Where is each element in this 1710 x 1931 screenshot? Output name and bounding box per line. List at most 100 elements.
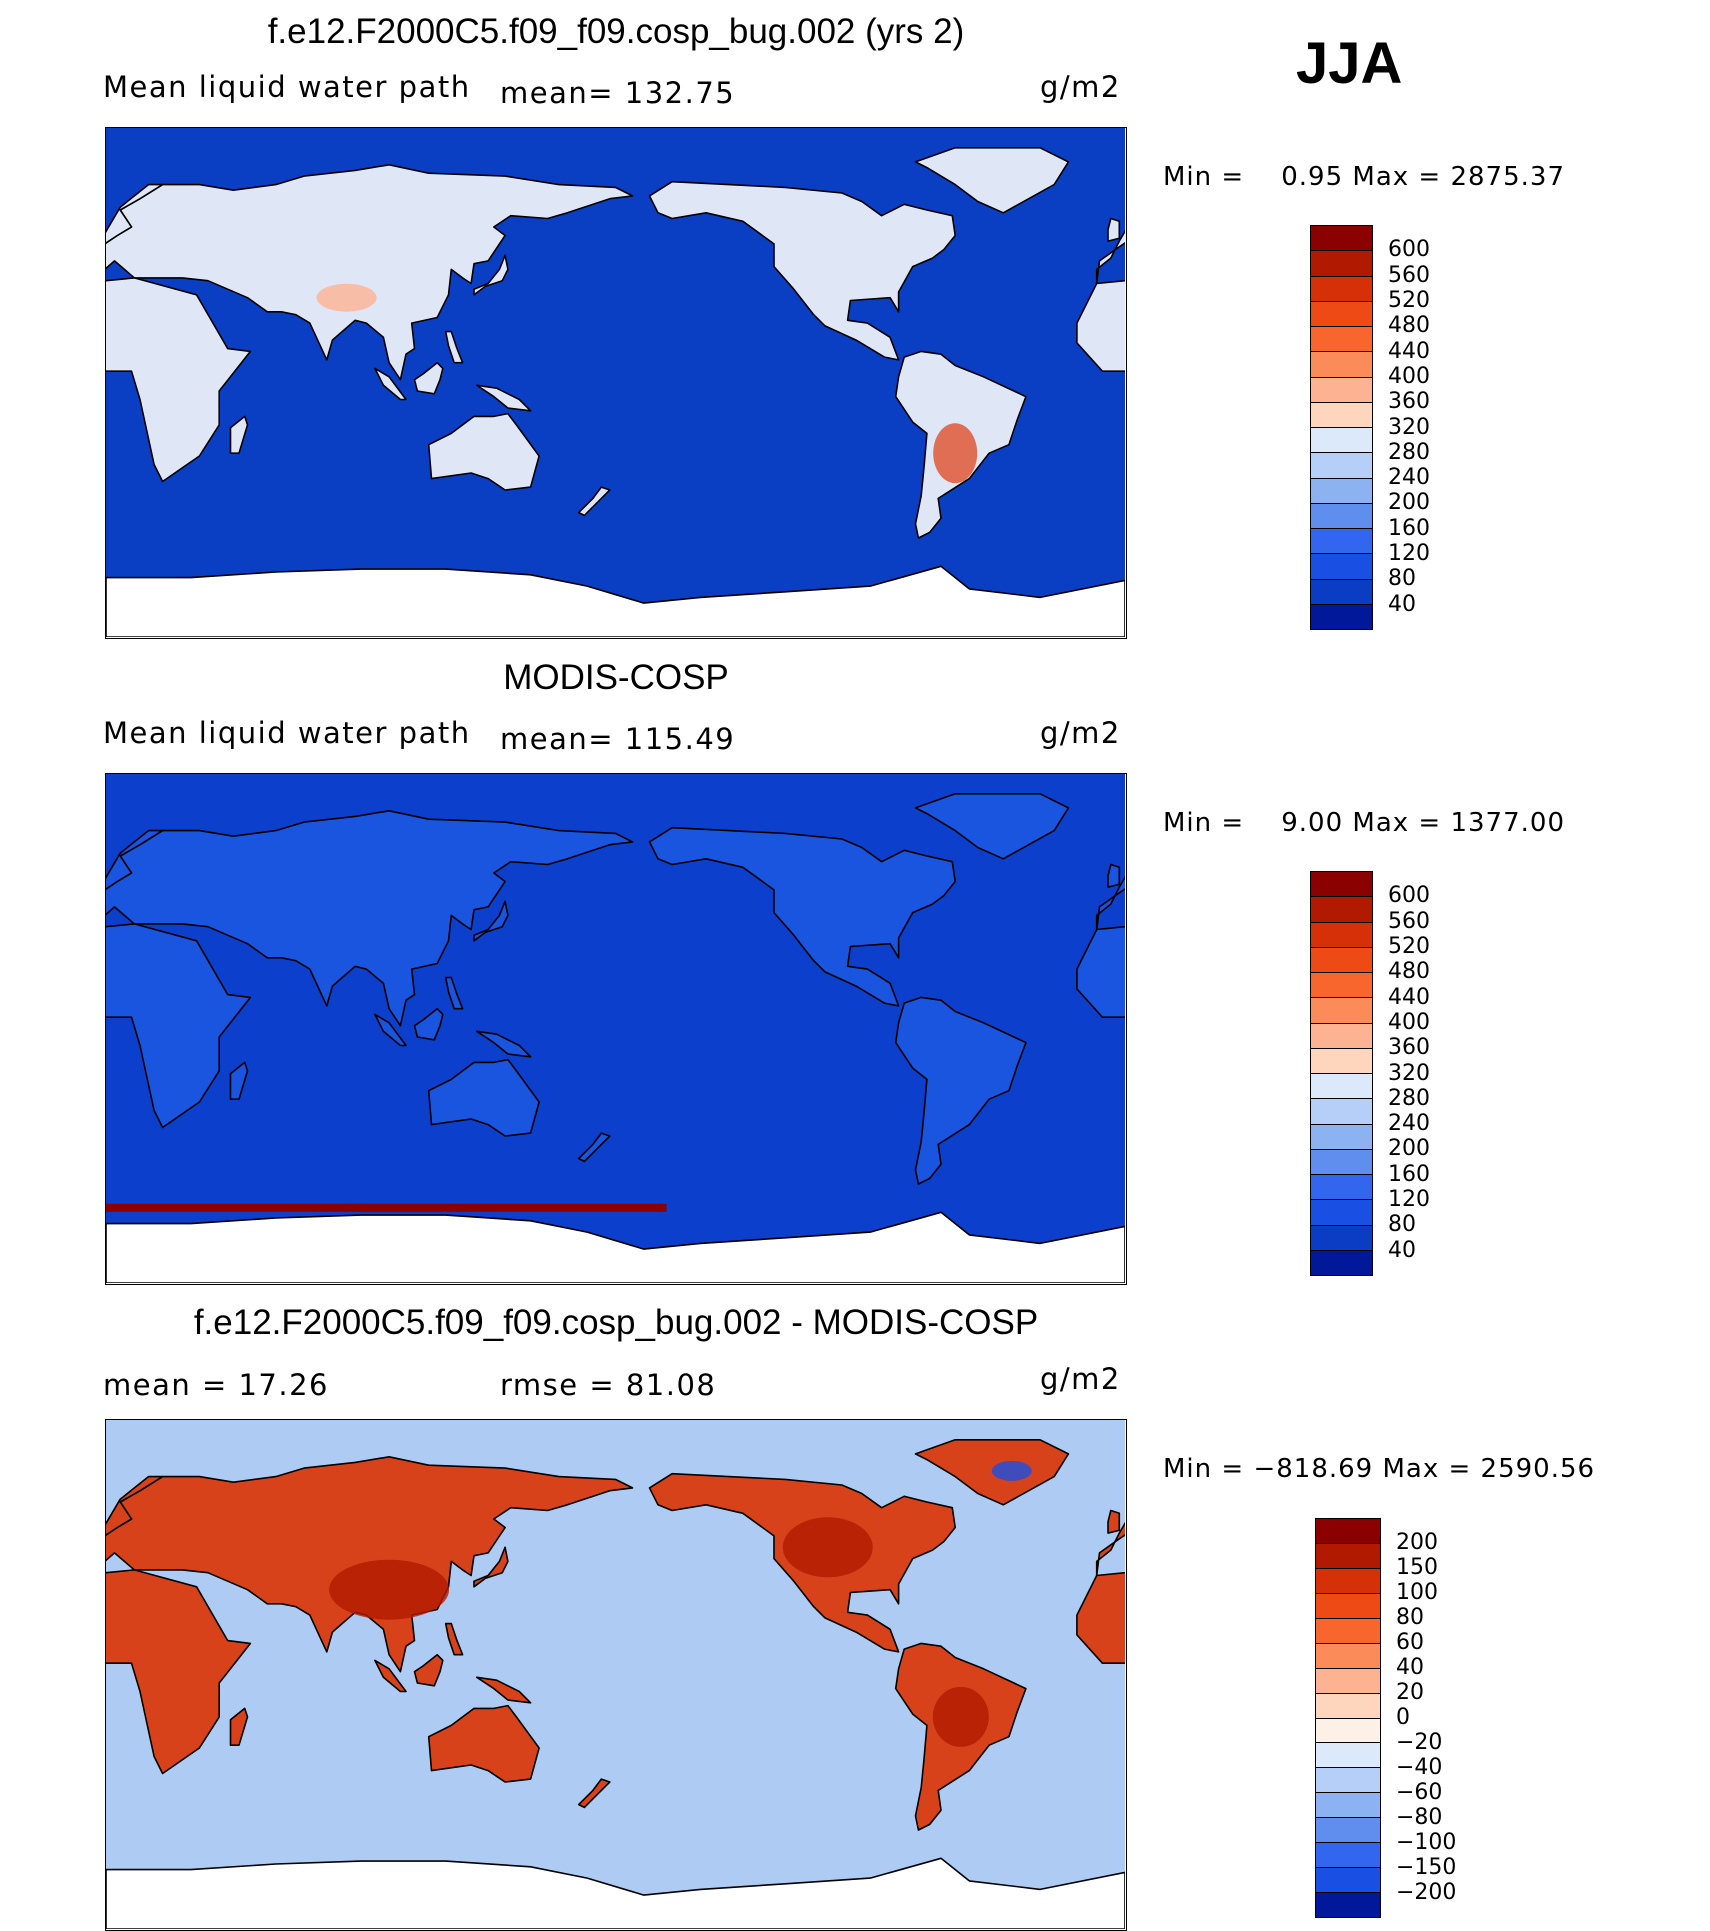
coastline-sumatra (374, 1013, 407, 1047)
coastline-antarctica (106, 1857, 1125, 1929)
colorbar-swatch (1316, 1593, 1380, 1619)
high-lwp-region (316, 283, 377, 312)
coastline-africa (106, 1569, 252, 1775)
colorbar-swatch (1311, 251, 1372, 277)
colorbar-swatch (1316, 1693, 1380, 1719)
colorbar-swatch (1311, 554, 1372, 580)
colorbar-swatch (1311, 1149, 1372, 1175)
coastline-new-guinea (475, 384, 532, 412)
colorbar-tick-label: 60 (1396, 1630, 1424, 1655)
coastline-uk (1107, 1509, 1121, 1534)
panel3-mean-label: mean = 17.26 (103, 1368, 329, 1402)
colorbar-tick-label: 80 (1388, 566, 1416, 592)
coastline-new-zealand (577, 1132, 611, 1163)
colorbar-swatch (1311, 226, 1372, 252)
colorbar-tick-label: −60 (1396, 1780, 1443, 1805)
colorbar-tick-label: 600 (1388, 883, 1430, 909)
coastline-madagascar (229, 1707, 249, 1747)
coastline-australia (427, 412, 540, 491)
colorbar-swatch (1311, 1175, 1372, 1201)
colorbar-swatch (1311, 973, 1372, 999)
colorbar-tick-label: 40 (1388, 591, 1416, 617)
colorbar-swatch (1311, 428, 1372, 454)
panel3-minmax: Min = −818.69 Max = 2590.56 (1163, 1454, 1596, 1484)
coastline-new-guinea (475, 1030, 532, 1058)
colorbar-tick-label: −40 (1396, 1755, 1443, 1780)
coastline-africa (106, 923, 252, 1129)
colorbar-swatch (1311, 897, 1372, 923)
colorbar-swatch (1311, 503, 1372, 529)
colorbar-tick-label: 160 (1388, 1161, 1430, 1187)
colorbar-swatch (1316, 1643, 1380, 1669)
colorbar-swatch (1311, 604, 1372, 629)
coastline-europe-west (106, 1475, 164, 1536)
coastline-africa (106, 277, 252, 483)
colorbar-tick-label: 150 (1396, 1555, 1438, 1580)
colorbar-tick-label: 20 (1396, 1680, 1424, 1705)
panel3-colorbar-labels: 200 150 100 80 60 40 20 0 −20 −40 −60 −80 −100 −150 −2… (1396, 1518, 1476, 1918)
colorbar-tick-label: 320 (1388, 414, 1430, 440)
colorbar-swatch (1316, 1893, 1380, 1917)
colorbar-tick-label: −150 (1396, 1855, 1457, 1880)
colorbar-swatch (1311, 579, 1372, 605)
coastline-philippines (444, 1622, 464, 1656)
antarctic-coast-band (106, 1203, 667, 1212)
colorbar-swatch (1316, 1818, 1380, 1844)
panel1-map (105, 127, 1127, 639)
panel1-title: f.e12.F2000C5.f09_f09.cosp_bug.002 (yrs … (267, 12, 965, 51)
colorbar-tick-label: 560 (1388, 908, 1430, 934)
colorbar-tick-label: 280 (1388, 439, 1430, 465)
colorbar-tick-label: 360 (1388, 389, 1430, 415)
coastline-africa (1076, 1571, 1125, 1664)
colorbar-tick-label: 200 (1388, 1136, 1430, 1162)
coastline-new-zealand (577, 1778, 611, 1809)
colorbar-tick-label: 100 (1396, 1580, 1438, 1605)
panel1-minmax: Min = 0.95 Max = 2875.37 (1163, 162, 1565, 192)
coastline-madagascar (229, 1061, 249, 1101)
colorbar-swatch (1316, 1843, 1380, 1869)
colorbar-tick-label: 200 (1388, 490, 1430, 516)
colorbar-swatch (1311, 453, 1372, 479)
colorbar-swatch (1311, 872, 1372, 898)
colorbar-swatch (1311, 352, 1372, 378)
coastline-japan (473, 1546, 509, 1588)
coastline-borneo (413, 361, 444, 395)
coastline-japan (473, 254, 509, 296)
colorbar-swatch (1316, 1618, 1380, 1644)
coastline-europe-west (106, 829, 164, 890)
colorbar-swatch (1316, 1793, 1380, 1819)
coastline-greenland (914, 146, 1070, 214)
panel3-units-label: g/m2 (1040, 1362, 1121, 1396)
colorbar-swatch (1311, 1124, 1372, 1150)
panel3-colorbar (1315, 1518, 1381, 1918)
colorbar-swatch (1311, 377, 1372, 403)
coastline-philippines (444, 330, 464, 364)
colorbar-swatch (1316, 1868, 1380, 1894)
coastline-europe-west (1095, 229, 1125, 285)
coastline-borneo (413, 1653, 444, 1687)
panel1-colorbar-labels: 600 560 520 480 440 400 360 320 280 240 200 160 120 8… (1388, 225, 1458, 630)
colorbar-swatch (1311, 1048, 1372, 1074)
panel2-colorbar-labels: 600 560 520 480 440 400 360 320 280 240 200 160 120 8… (1388, 871, 1458, 1276)
colorbar-swatch (1311, 301, 1372, 327)
colorbar-swatch (1311, 1200, 1372, 1226)
colorbar-swatch (1311, 276, 1372, 302)
colorbar-swatch (1311, 1225, 1372, 1251)
coastline-sumatra (374, 367, 407, 401)
colorbar-tick-label: 80 (1388, 1212, 1416, 1238)
colorbar-tick-label: 40 (1388, 1237, 1416, 1263)
positive-bias-region (932, 1686, 989, 1747)
colorbar-tick-label: 120 (1388, 541, 1430, 567)
coastline-antarctica (106, 565, 1125, 637)
colorbar-swatch (1316, 1543, 1380, 1569)
coastline-australia (427, 1704, 540, 1783)
colorbar-tick-label: 440 (1388, 984, 1430, 1010)
colorbar-tick-label: 480 (1388, 313, 1430, 339)
colorbar-swatch (1311, 327, 1372, 353)
colorbar-tick-label: 320 (1388, 1060, 1430, 1086)
positive-bias-region (329, 1559, 450, 1620)
coastline-philippines (444, 976, 464, 1010)
colorbar-swatch (1316, 1519, 1380, 1544)
colorbar-swatch (1311, 1023, 1372, 1049)
colorbar-tick-label: 200 (1396, 1530, 1438, 1555)
